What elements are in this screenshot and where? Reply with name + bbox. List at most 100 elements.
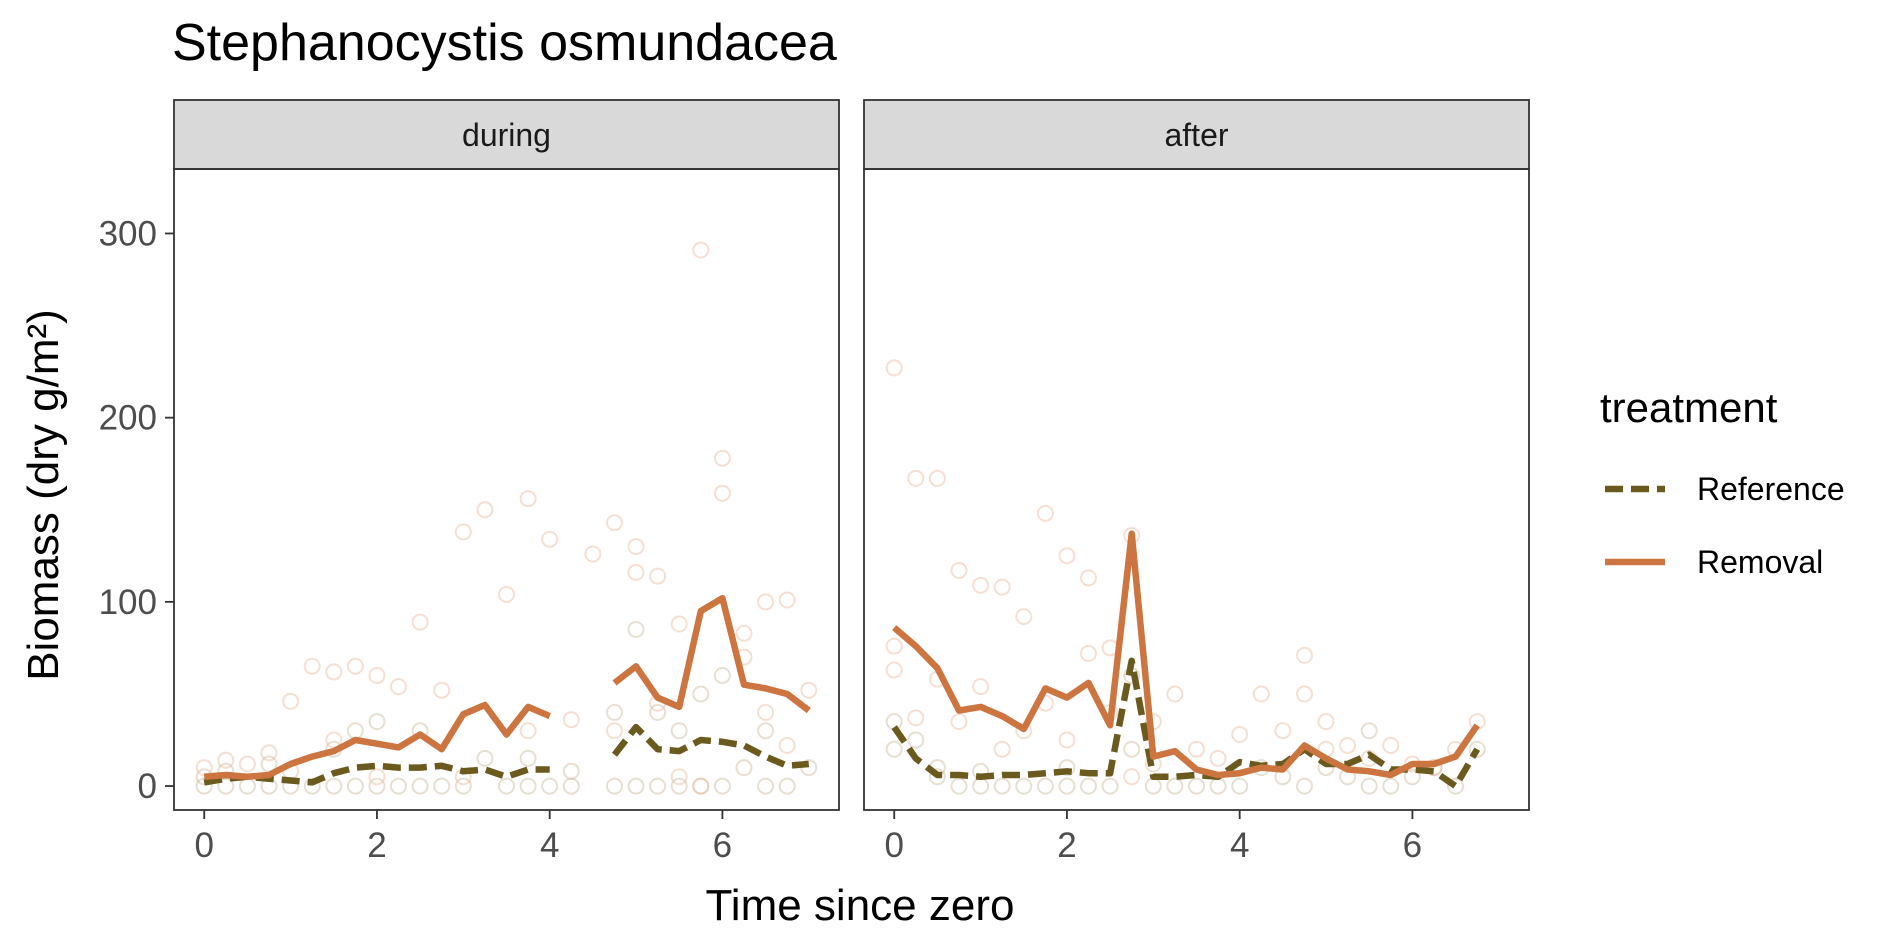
data-point-removal <box>627 538 645 556</box>
data-point-removal <box>584 545 602 563</box>
data-point-removal <box>238 755 256 773</box>
data-point-removal <box>950 713 968 731</box>
data-point-reference <box>541 777 559 795</box>
data-point-reference <box>1144 777 1162 795</box>
data-point-removal <box>993 578 1011 596</box>
data-point-reference <box>476 749 494 767</box>
x-axis-after: 0 2 4 6 <box>884 810 1422 865</box>
data-point-reference <box>195 777 213 795</box>
data-point-removal <box>476 501 494 519</box>
data-point-removal <box>972 576 990 594</box>
data-point-removal <box>649 567 667 585</box>
data-point-removal <box>670 615 688 633</box>
data-point-reference <box>606 777 623 795</box>
data-point-reference <box>1123 740 1141 758</box>
data-point-reference <box>885 713 903 731</box>
x-tick-label: 4 <box>540 826 559 865</box>
data-point-reference <box>606 703 623 721</box>
data-point-removal <box>972 678 990 696</box>
data-point-removal <box>519 722 537 740</box>
data-point-reference <box>757 722 775 740</box>
data-point-removal <box>950 562 968 579</box>
data-point-removal <box>1036 504 1054 522</box>
data-point-reference <box>735 759 753 777</box>
data-point-reference <box>1036 777 1054 795</box>
data-point-removal <box>1080 644 1097 662</box>
chart-title: Stephanocystis osmundacea <box>172 14 837 72</box>
data-point-reference <box>368 777 386 795</box>
data-point-reference <box>1188 777 1205 795</box>
data-point-reference <box>713 667 731 684</box>
data-point-reference <box>692 685 710 703</box>
data-point-reference <box>1231 777 1249 795</box>
legend-label-reference: Reference <box>1697 471 1845 507</box>
data-point-removal <box>454 523 472 541</box>
data-point-reference <box>1080 777 1097 795</box>
data-point-reference <box>1403 768 1421 786</box>
data-point-removal <box>1339 737 1357 754</box>
data-point-reference <box>1360 777 1378 795</box>
data-point-removal <box>1166 685 1184 703</box>
data-point-removal <box>1317 713 1335 731</box>
strip-label-after: after <box>1164 117 1228 153</box>
data-point-removal <box>1296 646 1313 664</box>
data-point-removal <box>928 469 946 487</box>
data-point-reference <box>1360 722 1378 740</box>
data-point-reference <box>950 777 968 795</box>
data-point-reference <box>1058 759 1076 777</box>
data-point-removal <box>1015 608 1033 626</box>
y-tick-label: 200 <box>99 399 157 438</box>
data-point-reference <box>670 777 688 795</box>
strip-after <box>863 99 1530 170</box>
x-tick-label: 4 <box>1230 826 1249 865</box>
data-point-removal <box>757 703 775 721</box>
data-point-reference <box>519 749 537 767</box>
data-point-reference <box>778 777 796 795</box>
data-point-removal <box>692 241 710 259</box>
data-point-reference <box>1101 777 1119 795</box>
data-point-removal <box>778 737 796 754</box>
data-point-removal <box>368 768 386 786</box>
data-point-reference <box>346 777 364 795</box>
x-tick-label: 0 <box>884 826 903 865</box>
data-point-reference <box>1382 777 1400 795</box>
data-point-reference <box>649 703 667 721</box>
y-tick-label: 0 <box>138 767 157 806</box>
data-point-reference <box>649 777 667 795</box>
data-point-reference <box>907 731 925 749</box>
x-tick-label: 6 <box>1403 826 1422 865</box>
data-point-removal <box>885 661 903 679</box>
data-point-reference <box>303 777 321 795</box>
data-point-removal <box>1231 726 1249 743</box>
data-point-reference <box>217 762 235 780</box>
y-axis: 0 100 200 300 <box>99 214 174 806</box>
data-point-reference <box>713 777 731 795</box>
strip-label-during: during <box>462 117 551 153</box>
data-point-reference <box>325 777 343 795</box>
data-point-removal <box>390 678 407 696</box>
series-line-reference <box>611 723 810 770</box>
x-axis-title: Time since zero <box>706 881 1015 930</box>
data-point-removal <box>195 759 213 777</box>
data-point-removal <box>778 591 796 609</box>
data-point-removal <box>368 667 386 684</box>
data-point-reference <box>562 777 580 795</box>
strip-during <box>173 99 840 170</box>
data-point-removal <box>433 681 451 699</box>
data-point-removal <box>907 709 925 727</box>
data-point-removal <box>325 663 343 681</box>
data-point-reference <box>757 777 775 795</box>
data-point-removal <box>757 593 775 611</box>
data-point-reference <box>972 777 990 795</box>
data-point-removal <box>541 530 559 548</box>
data-point-removal <box>885 637 903 655</box>
y-tick-label: 300 <box>99 214 157 253</box>
data-point-removal <box>260 744 278 762</box>
legend-label-removal: Removal <box>1697 544 1823 580</box>
data-point-removal <box>1252 685 1270 703</box>
data-point-removal <box>1296 685 1313 703</box>
data-point-removal <box>627 563 645 581</box>
data-point-removal <box>800 681 818 699</box>
data-point-reference <box>1166 777 1184 795</box>
panel-after-border <box>863 168 1530 811</box>
